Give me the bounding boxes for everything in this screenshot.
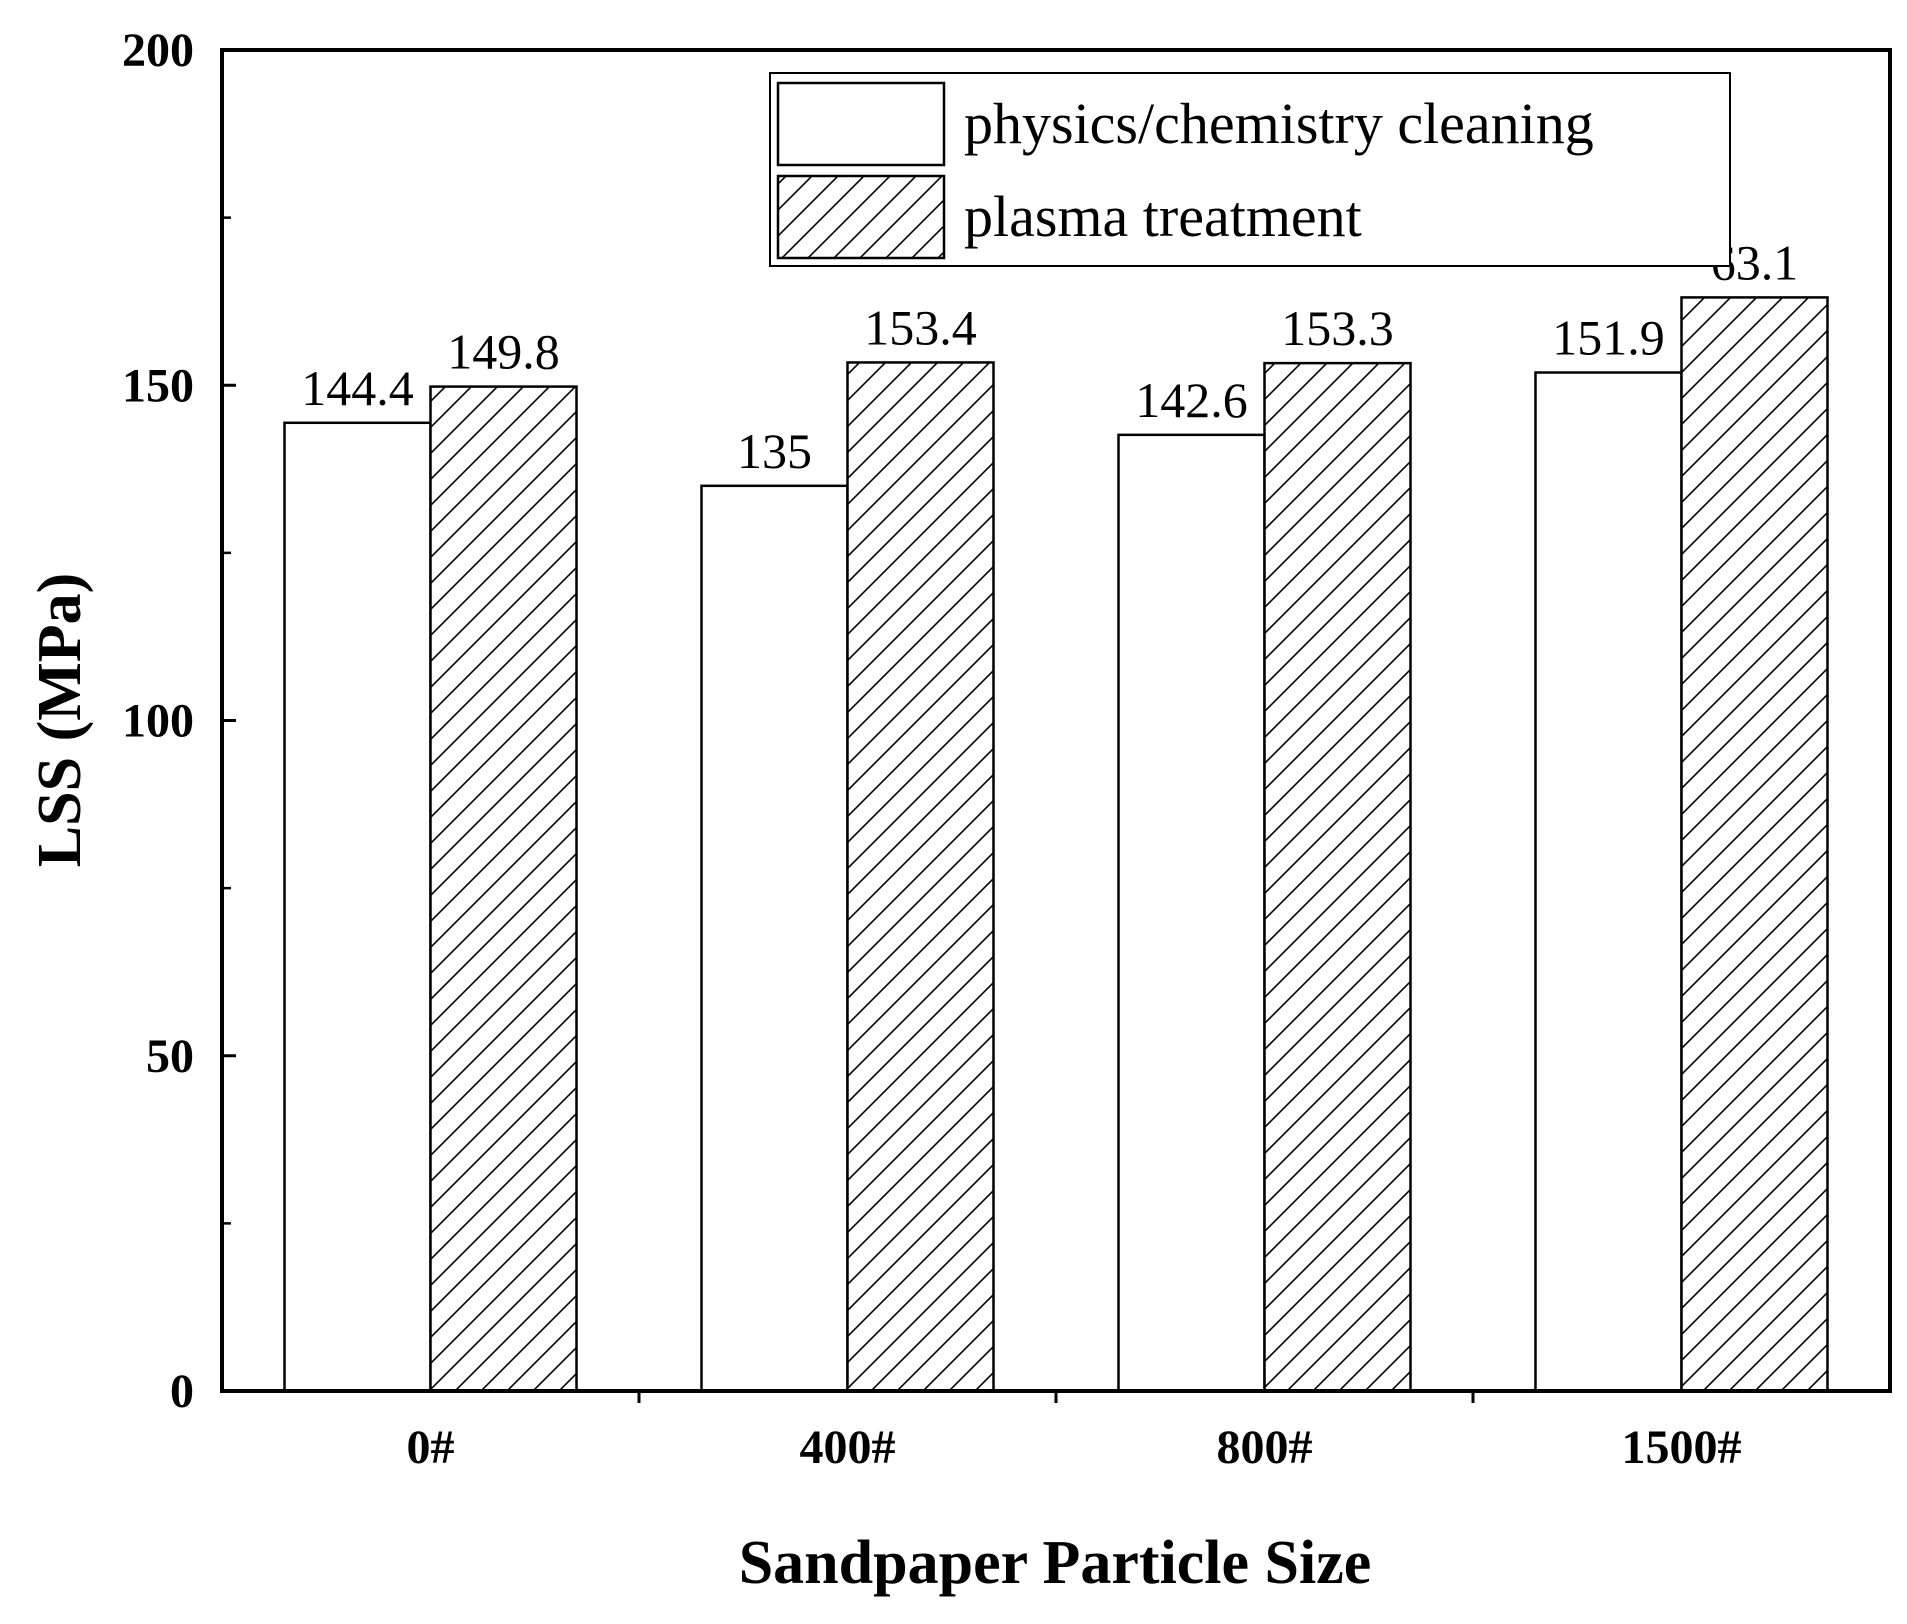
x-tick-label-1: 400# <box>800 1421 896 1474</box>
bar-physics-chemistry-cleaning-3 <box>1534 371 1683 1393</box>
x-tick-label-3: 1500# <box>1622 1421 1742 1474</box>
bars-layer <box>283 296 1829 1393</box>
y-axis-title: LSS (MPa) <box>26 573 94 868</box>
axes-layer: 0# 400# 800# 1500# 0 50 100 150 200 <box>122 24 1892 1474</box>
data-label-physics-chemistry-cleaning-3: 151.9 <box>1552 310 1665 366</box>
bar-plasma-treatment-3 <box>1680 296 1829 1393</box>
x-tick-label-0: 0# <box>407 1421 455 1474</box>
data-label-plasma-treatment-0: 149.8 <box>447 324 560 380</box>
bar-physics-chemistry-cleaning-1 <box>700 484 849 1393</box>
legend-swatch-1 <box>776 174 946 260</box>
legend: physics/chemistry cleaning plasma treatme… <box>769 72 1731 267</box>
bar-physics-chemistry-cleaning-2 <box>1117 433 1266 1393</box>
plot-frame <box>220 48 1892 1393</box>
data-label-plasma-treatment-2: 153.3 <box>1281 300 1394 356</box>
y-tick-label-3: 150 <box>122 359 194 412</box>
data-label-physics-chemistry-cleaning-0: 144.4 <box>301 360 414 416</box>
data-label-physics-chemistry-cleaning-2: 142.6 <box>1135 372 1248 428</box>
bar-plasma-treatment-2 <box>1263 361 1412 1393</box>
legend-label-1: plasma treatment <box>964 184 1362 249</box>
bar-plasma-treatment-1 <box>846 361 995 1393</box>
y-tick-label-0: 0 <box>170 1365 194 1418</box>
x-tick-label-2: 800# <box>1217 1421 1313 1474</box>
data-label-physics-chemistry-cleaning-1: 135 <box>737 423 812 479</box>
y-tick-label-2: 100 <box>122 695 194 748</box>
bar-physics-chemistry-cleaning-0 <box>283 421 432 1393</box>
y-tick-label-1: 50 <box>146 1030 194 1083</box>
legend-label-0: physics/chemistry cleaning <box>964 91 1594 156</box>
x-axis-title: Sandpaper Particle Size <box>739 1529 1372 1597</box>
bar-plasma-treatment-0 <box>429 385 578 1393</box>
data-label-plasma-treatment-1: 153.4 <box>864 299 977 355</box>
y-tick-label-4: 200 <box>122 24 194 77</box>
legend-swatch-0 <box>776 81 946 167</box>
